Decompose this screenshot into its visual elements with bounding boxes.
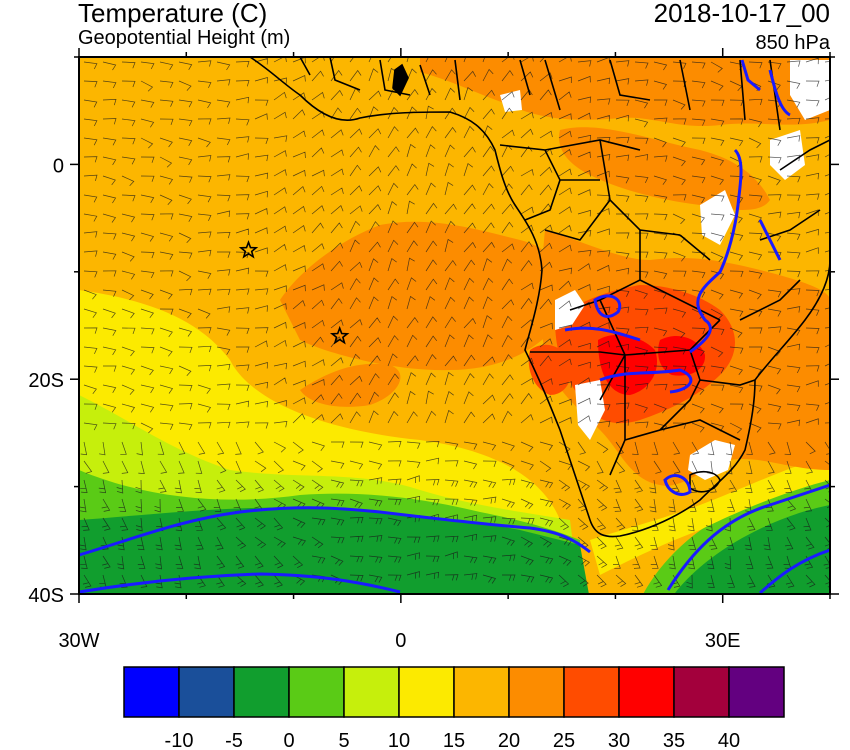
lon-tick-label: 0 (395, 630, 406, 652)
lon-tick-label: 30W (58, 630, 99, 652)
colorbar-label: 10 (388, 730, 410, 750)
height-contours (79, 59, 830, 594)
colorbar-swatch (508, 666, 565, 718)
wind-barb-field (79, 57, 830, 589)
valid-datetime: 2018-10-17_00 (653, 0, 830, 28)
wind-barbs (79, 57, 830, 589)
temperature-colorbar: -10 -5 0 5 10 15 20 25 30 35 40 (123, 666, 785, 750)
colorbar-swatch (728, 666, 785, 718)
lon-tick-label: 30E (705, 630, 741, 652)
colorbar-label: 5 (338, 730, 349, 750)
colorbar-label: -5 (225, 730, 243, 750)
colorbar-label: 25 (553, 730, 575, 750)
plot-frame (78, 56, 831, 595)
lat-tick-label: 20S (28, 370, 64, 392)
colorbar-swatch (233, 666, 290, 718)
colorbar-swatch (178, 666, 235, 718)
longitude-labels: 30W 0 30E (58, 630, 740, 652)
colorbar-swatch (123, 666, 180, 718)
map-subtitle: Geopotential Height (m) (78, 27, 291, 49)
colorbar-label: 40 (718, 730, 740, 750)
colorbar-swatch (673, 666, 730, 718)
latitude-labels: 0 20S 40S (28, 155, 64, 607)
colorbar-label: 30 (608, 730, 630, 750)
axis-ticks (70, 48, 839, 603)
colorbar-swatch (453, 666, 510, 718)
colorbar-swatch (343, 666, 400, 718)
lat-tick-label: 0 (53, 155, 64, 177)
colorbar-swatch (563, 666, 620, 718)
coastline-borders (249, 57, 830, 538)
lat-tick-label: 40S (28, 585, 64, 607)
star-markers (238, 240, 350, 345)
colorbar-swatch (618, 666, 675, 718)
map-title: Temperature (C) (78, 0, 268, 28)
colorbar-label: 20 (498, 730, 520, 750)
colorbar-swatch (288, 666, 345, 718)
colorbar-label: 0 (283, 730, 294, 750)
pressure-level: 850 hPa (755, 32, 830, 54)
colorbar-label: 15 (443, 730, 465, 750)
star-marker (238, 240, 259, 259)
star-marker (329, 325, 350, 345)
colorbar-label: 35 (663, 730, 685, 750)
colorbar-label: -10 (165, 730, 194, 750)
colorbar-swatch (398, 666, 455, 718)
